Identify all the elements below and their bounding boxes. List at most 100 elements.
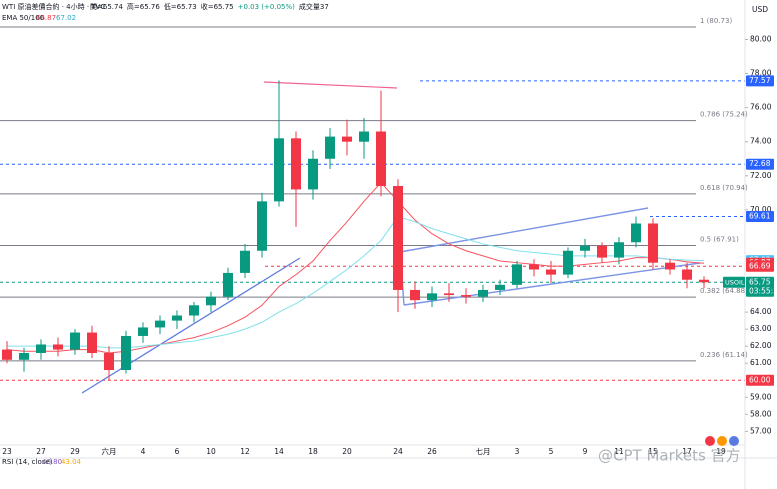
candle-body [274, 138, 284, 202]
x-tick-label: 3 [515, 447, 520, 456]
candle-body [240, 250, 250, 273]
candle-body [172, 315, 182, 321]
x-tick-label: 12 [240, 447, 250, 456]
y-tick-label: 80.00 [750, 34, 772, 43]
y-tick-label: 74.00 [750, 137, 772, 146]
candle-body [206, 296, 216, 306]
header-value: 低=65.73 [164, 2, 197, 11]
x-tick-label: 19 [716, 447, 726, 456]
x-tick-label: 17 [682, 447, 692, 456]
candle-body [546, 269, 556, 275]
candle-body [257, 201, 267, 251]
ema-legend: EMA 50/100 [2, 14, 44, 22]
x-tick-label: 5 [549, 447, 554, 456]
channel-upper [399, 207, 649, 253]
candle-body [155, 320, 165, 328]
x-tick-label: 10 [206, 447, 216, 456]
x-tick-label: 29 [70, 447, 80, 456]
x-tick-label: 27 [36, 447, 46, 456]
icon [717, 436, 727, 446]
fib-label: 0.5 (67.91) [700, 235, 739, 243]
x-tick-label: 11 [614, 447, 624, 456]
price-tag-label: 66.69 [749, 261, 771, 270]
time-axis: 23 27 29 六月 4 6 10 12 14 18 20 24 26 七月 3 5 9 11 15 17 19 [2, 446, 726, 456]
symbol-tag [723, 276, 745, 288]
candle-body [580, 245, 590, 251]
x-tick-label: 4 [141, 447, 146, 456]
x-tick-label: 15 [648, 447, 658, 456]
candle-body [631, 223, 641, 243]
icon [729, 436, 739, 446]
price-tag [746, 276, 774, 297]
candle-body [104, 352, 114, 371]
x-tick-label: 20 [342, 447, 352, 456]
candle-body [376, 131, 386, 187]
header-value: 收=65.75 [201, 2, 234, 11]
candle-body [444, 293, 454, 296]
plot [2, 80, 709, 381]
x-tick-label: 24 [393, 447, 403, 456]
candle-body [2, 349, 12, 360]
icon [705, 436, 715, 446]
price-tag [746, 211, 774, 223]
x-tick-label: 18 [308, 447, 318, 456]
x-tick-label: 23 [2, 447, 12, 456]
candle-body [495, 284, 505, 290]
ema-value: 66.87 [36, 14, 56, 22]
x-tick-label: 26 [427, 447, 437, 456]
candle-body [682, 269, 692, 280]
currency: USD [752, 5, 768, 14]
candle-body [512, 264, 522, 285]
countdown: 03:55:33 [749, 286, 777, 295]
trend-line [263, 81, 398, 89]
header-value: +0.03 (+0.05%) [238, 3, 296, 11]
candle-body [359, 131, 369, 142]
header-value: 成交量37 [299, 2, 329, 11]
ohlc-header: 開=65.74 高=65.76 低=65.73 收=65.75 +0.03 (+0.05… [90, 2, 329, 11]
candle-body [614, 242, 624, 258]
y-tick-label: 57.00 [750, 426, 772, 435]
price-tag-label: 69.61 [749, 212, 771, 221]
trend-line [81, 257, 301, 394]
x-tick-label: 14 [274, 447, 284, 456]
x-tick-label: 七月 [476, 447, 491, 456]
candle-body [87, 332, 97, 353]
fib-label: 0.382 (64.88) [700, 287, 748, 295]
price-tag [746, 75, 774, 87]
candle-body [189, 305, 199, 316]
x-tick-label: 9 [583, 447, 588, 456]
candle-body [393, 186, 403, 290]
candle-body [308, 158, 318, 190]
header-value: 高=65.76 [127, 2, 160, 11]
price-tag-label: 60.00 [749, 375, 771, 384]
y-tick-label: 58.00 [750, 409, 772, 418]
candle-body [138, 327, 148, 336]
y-tick-label: 62.00 [750, 341, 772, 350]
fib-label: 1 (80.73) [700, 17, 732, 25]
watermark: @CPT Markets 官方 [598, 447, 741, 465]
channel-lower [403, 262, 701, 306]
candle-body [342, 136, 352, 142]
price-tag-label: 65.75 [749, 277, 771, 286]
candle-body [36, 344, 46, 353]
rsi-legend: RSI (14, close) [2, 458, 53, 466]
candle-body [19, 352, 29, 360]
price-axis: 80.00 78.00 76.00 74.00 72.00 70.00 64.00 63.00… [723, 34, 777, 435]
candle-body [597, 245, 607, 258]
fib-label: 0.786 (75.24) [700, 111, 748, 119]
candle-body [70, 332, 80, 350]
y-tick-label: 61.00 [750, 358, 772, 367]
candle-body [325, 136, 335, 159]
y-tick-label: 72.00 [750, 171, 772, 180]
price-tag [746, 260, 774, 272]
y-tick-label: 70.00 [750, 205, 772, 214]
candle-body [291, 138, 301, 190]
y-tick-label: 64.00 [750, 307, 772, 316]
candle-body [563, 250, 573, 275]
candle-body [665, 262, 675, 270]
header-value: 開=65.74 [90, 3, 123, 11]
price-tag-label: 77.57 [749, 76, 771, 85]
